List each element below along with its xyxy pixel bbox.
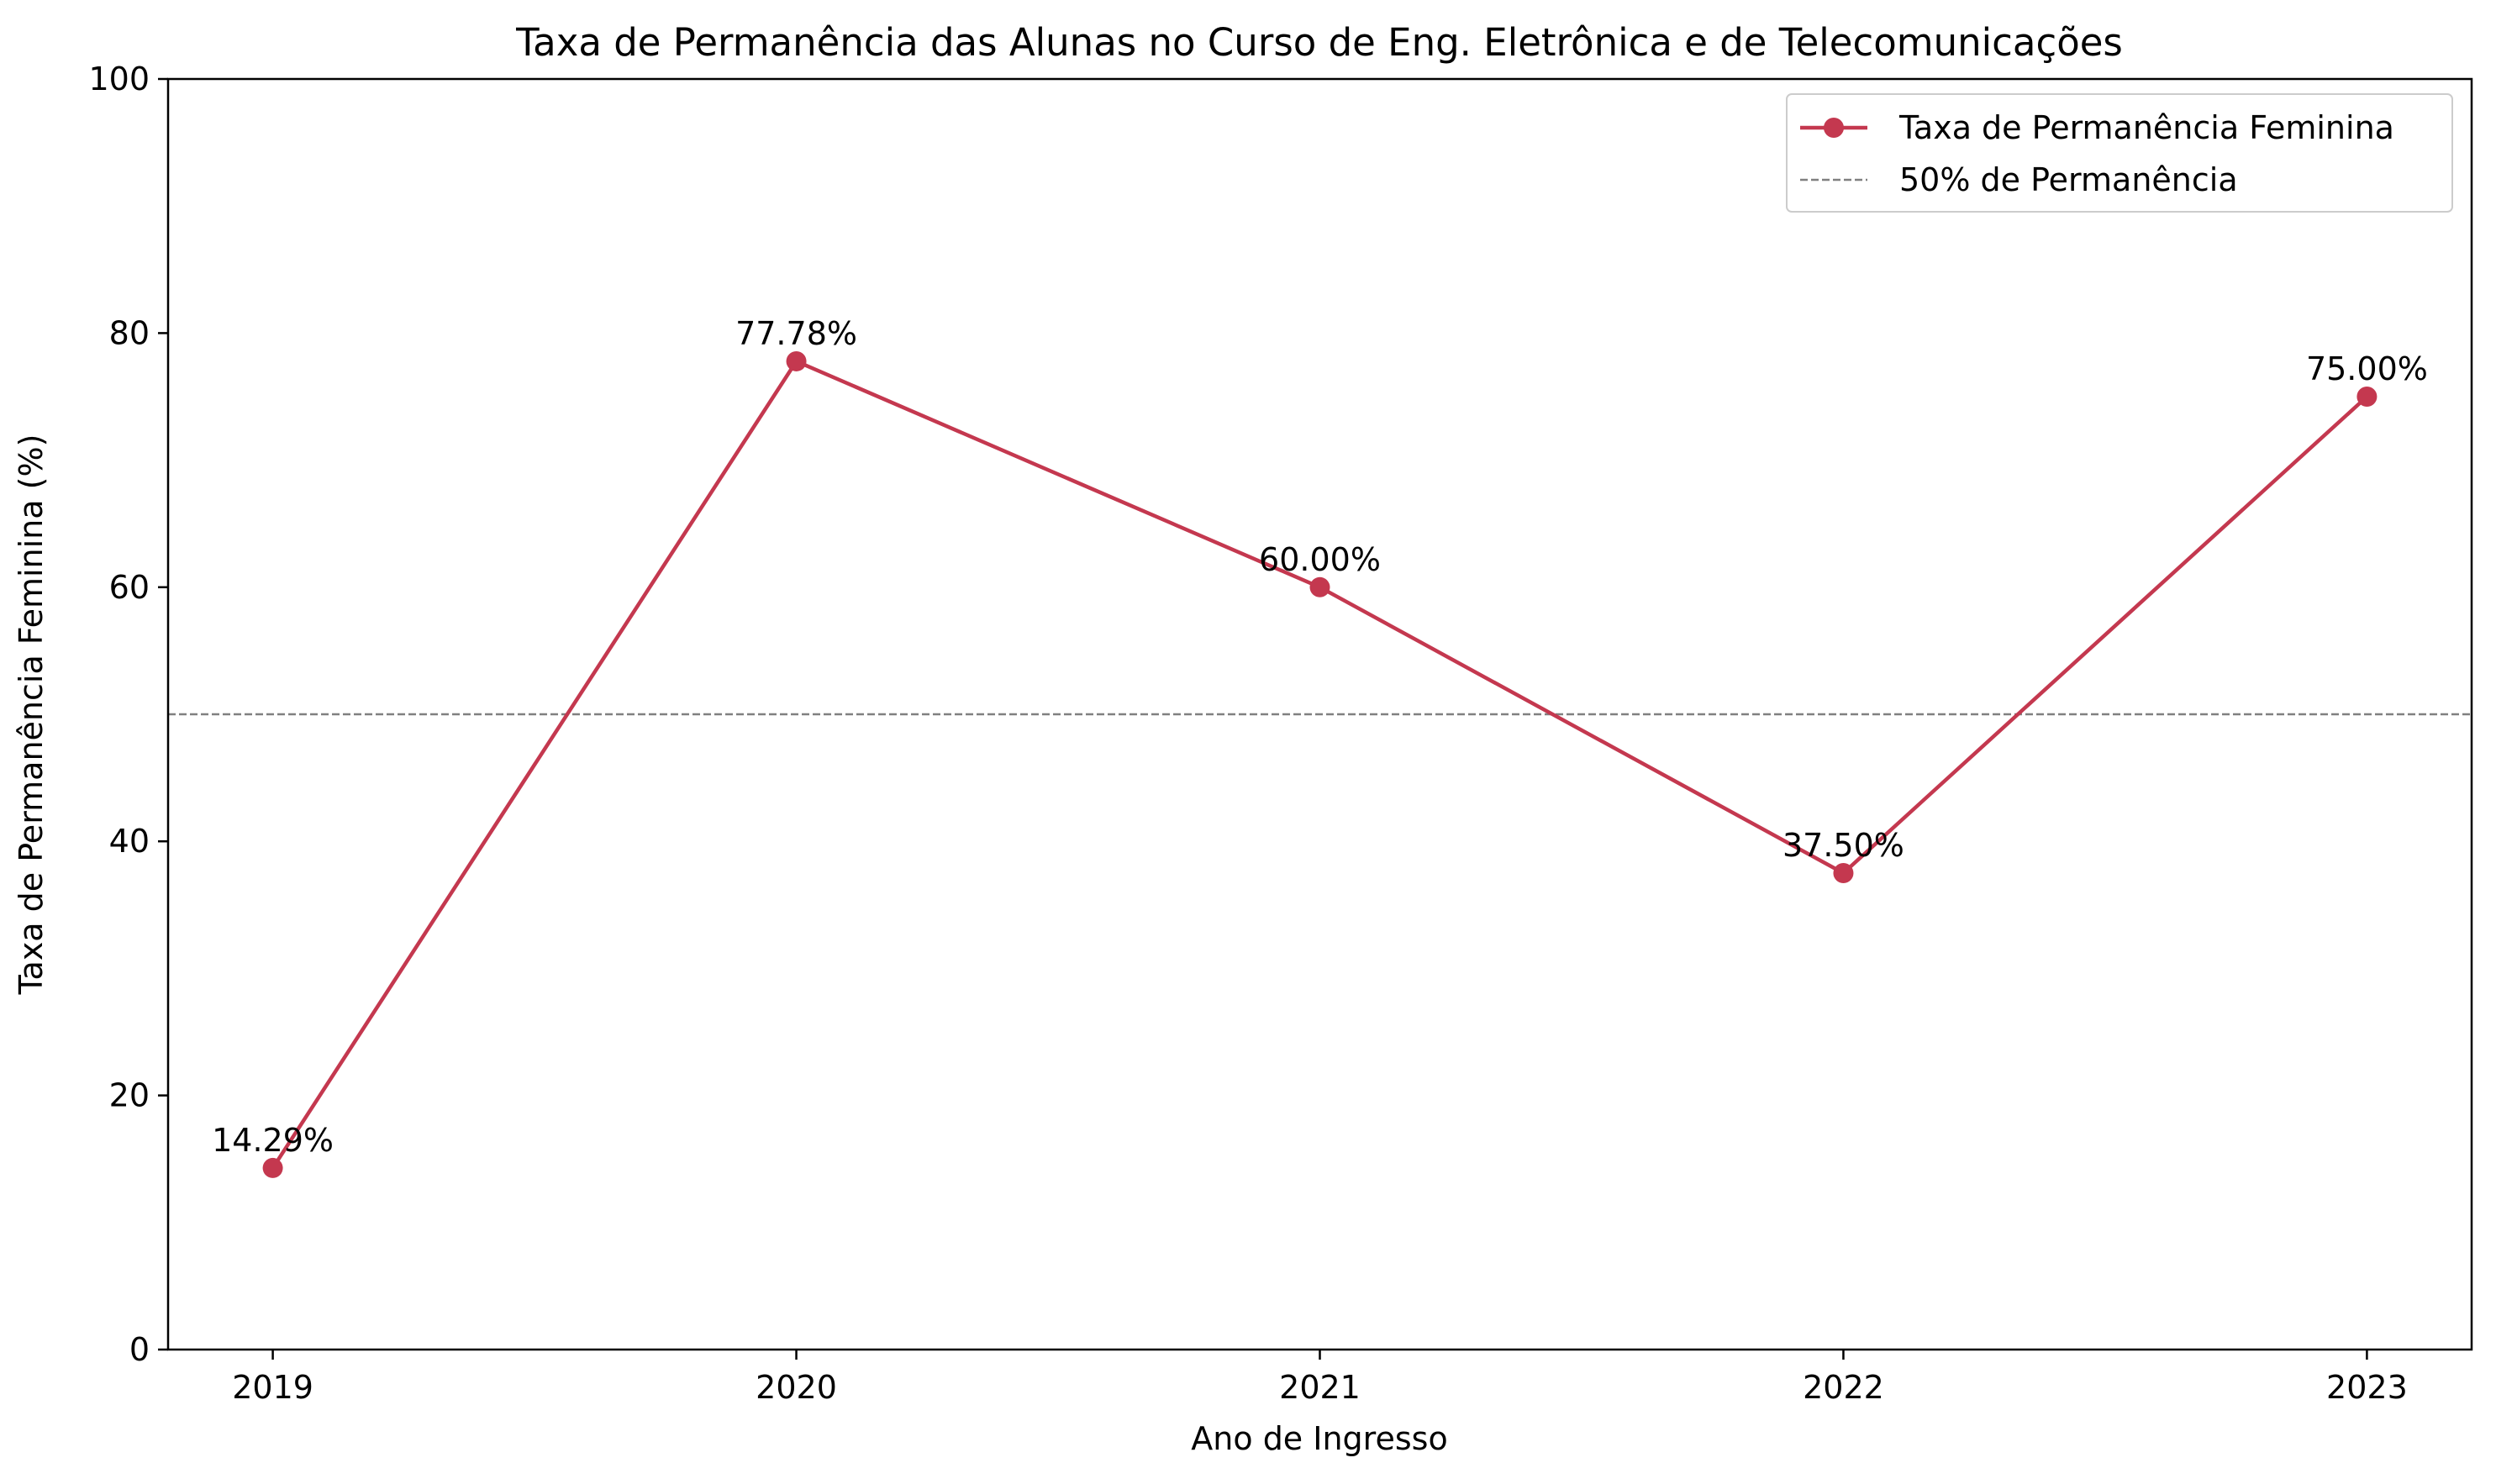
legend-label-0: Taxa de Permanência Feminina	[1898, 109, 2394, 146]
y-tick-label-20: 20	[109, 1077, 150, 1114]
series-line	[271, 359, 2368, 1170]
y-tick-label-100: 100	[88, 61, 150, 97]
data-label-2019: 14.29%	[212, 1122, 334, 1159]
data-label-2021: 60.00%	[1259, 541, 1381, 578]
legend-marker-series	[1824, 118, 1844, 138]
y-axis-title: Taxa de Permanência Feminina (%)	[13, 434, 50, 996]
data-label-2022: 37.50%	[1782, 827, 1904, 864]
x-tick-label-2021: 2021	[1279, 1369, 1361, 1406]
y-tick-label-40: 40	[109, 823, 150, 860]
legend-label-1: 50% de Permanência	[1899, 161, 2238, 198]
chart-title: Taxa de Permanência das Alunas no Curso …	[515, 20, 2123, 65]
x-axis-title: Ano de Ingresso	[1191, 1420, 1447, 1457]
x-tick-label-2019: 2019	[232, 1369, 313, 1406]
data-point-2023	[2356, 387, 2378, 407]
y-tick-label-0: 0	[129, 1331, 150, 1368]
legend: Taxa de Permanência Feminina 50% de Perma…	[1786, 93, 2453, 213]
y-tick-label-80: 80	[109, 314, 150, 351]
data-point-2022	[1833, 863, 1854, 883]
data-point-2019	[262, 1157, 283, 1178]
data-label-2023: 75.00%	[2306, 350, 2428, 387]
data-point-2020	[786, 350, 807, 371]
y-tick-label-60: 60	[109, 569, 150, 606]
legend-frame	[1786, 93, 2453, 213]
x-tick-label-2023: 2023	[2326, 1369, 2408, 1406]
data-point-2021	[1309, 576, 1330, 597]
plot-area: 14.29% 77.78% 60.00% 37.50% 75.00% 0 20 40 60 80 1…	[88, 61, 2473, 1406]
data-label-2020: 77.78%	[735, 315, 857, 352]
x-tick-label-2020: 2020	[756, 1369, 837, 1406]
x-tick-label-2022: 2022	[1803, 1369, 1884, 1406]
